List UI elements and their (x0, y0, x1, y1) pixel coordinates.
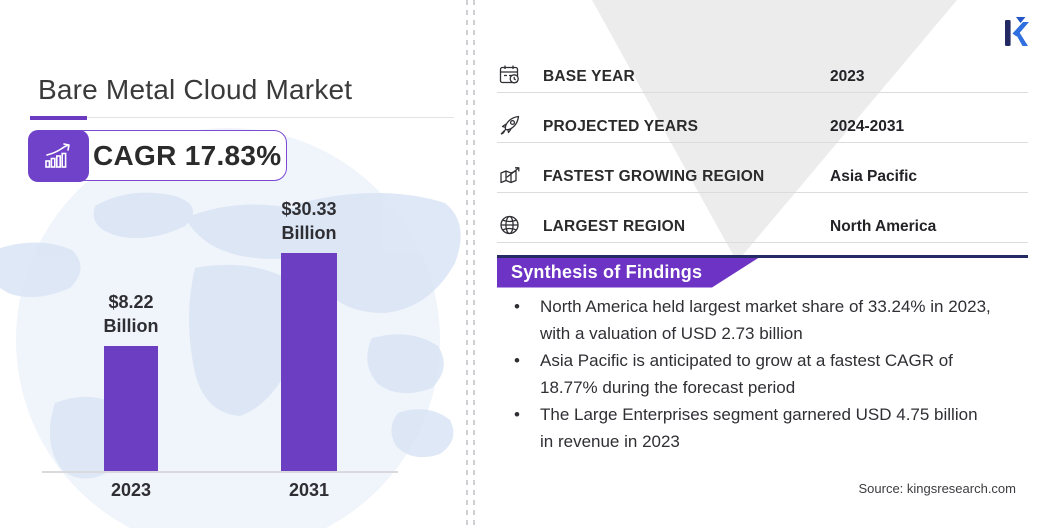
kings-research-logo (1003, 16, 1033, 53)
findings-banner: Synthesis of Findings (497, 258, 759, 288)
fact-label: FASTEST GROWING REGION (543, 168, 765, 185)
page-title: Bare Metal Cloud Market (38, 74, 353, 105)
globe-icon (497, 213, 523, 237)
bar-value-amount: $30.33 (281, 198, 337, 219)
section-divider-dashed-right (473, 0, 475, 528)
fact-row-fastest-growing-region: FASTEST GROWING REGION Asia Pacific (497, 143, 1028, 193)
cagr-badge: CAGR 17.83% (27, 129, 287, 182)
x-axis-label-2031: 2031 (288, 480, 330, 500)
bar-value-label-2023: $8.22 Billion (71, 290, 191, 338)
bar-value-label-2031: $30.33 Billion (249, 197, 369, 245)
list-item: • The Large Enterprises segment garnered… (497, 401, 1025, 455)
rocket-icon (497, 113, 523, 137)
finding-text: Asia Pacific is anticipated to grow at a… (540, 351, 953, 397)
section-divider-dashed-left (466, 0, 468, 528)
title-underline-accent (30, 115, 87, 120)
calendar-icon (497, 63, 523, 87)
x-axis-label-2023: 2023 (110, 480, 152, 500)
bar-value-unit: Billion (281, 222, 337, 243)
fact-value: Asia Pacific (830, 168, 918, 185)
growth-chart-icon (45, 142, 70, 168)
brand-k-icon (1005, 17, 1029, 46)
list-item: • Asia Pacific is anticipated to grow at… (497, 347, 1025, 401)
banner-top-rule (497, 255, 1028, 258)
cagr-value: CAGR 17.83% (93, 139, 282, 171)
fact-value: North America (830, 218, 937, 235)
source-attribution: Source: kingsresearch.com (858, 481, 1016, 496)
chart-baseline (42, 471, 398, 473)
bullet-dot: • (514, 405, 520, 424)
bar-2023 (104, 346, 158, 471)
bar-2031 (281, 253, 337, 471)
fact-value: 2023 (830, 68, 865, 85)
fact-value: 2024-2031 (830, 118, 905, 135)
finding-text: North America held largest market share … (540, 297, 991, 343)
fact-row-largest-region: LARGEST REGION North America (497, 193, 1028, 243)
bullet-dot: • (514, 351, 520, 370)
fact-row-projected-years: PROJECTED YEARS 2024-2031 (497, 93, 1028, 143)
findings-list: • North America held largest market shar… (497, 293, 1025, 455)
title-underline (30, 115, 454, 120)
fact-row-base-year: BASE YEAR 2023 (497, 43, 1028, 93)
fact-label: BASE YEAR (543, 68, 635, 85)
fact-label: PROJECTED YEARS (543, 118, 699, 135)
list-item: • North America held largest market shar… (497, 293, 1025, 347)
findings-banner-title: Synthesis of Findings (511, 262, 703, 282)
bullet-dot: • (514, 297, 520, 316)
finding-text: The Large Enterprises segment garnered U… (540, 405, 978, 451)
fact-label: LARGEST REGION (543, 218, 686, 235)
cagr-icon-box (27, 129, 89, 182)
region-growth-icon (497, 163, 523, 187)
key-facts-table: BASE YEAR 2023 PROJECTED YEARS 2024-2031 (497, 43, 1028, 243)
bar-value-amount: $8.22 (108, 291, 154, 312)
bar-value-unit: Billion (103, 315, 159, 336)
